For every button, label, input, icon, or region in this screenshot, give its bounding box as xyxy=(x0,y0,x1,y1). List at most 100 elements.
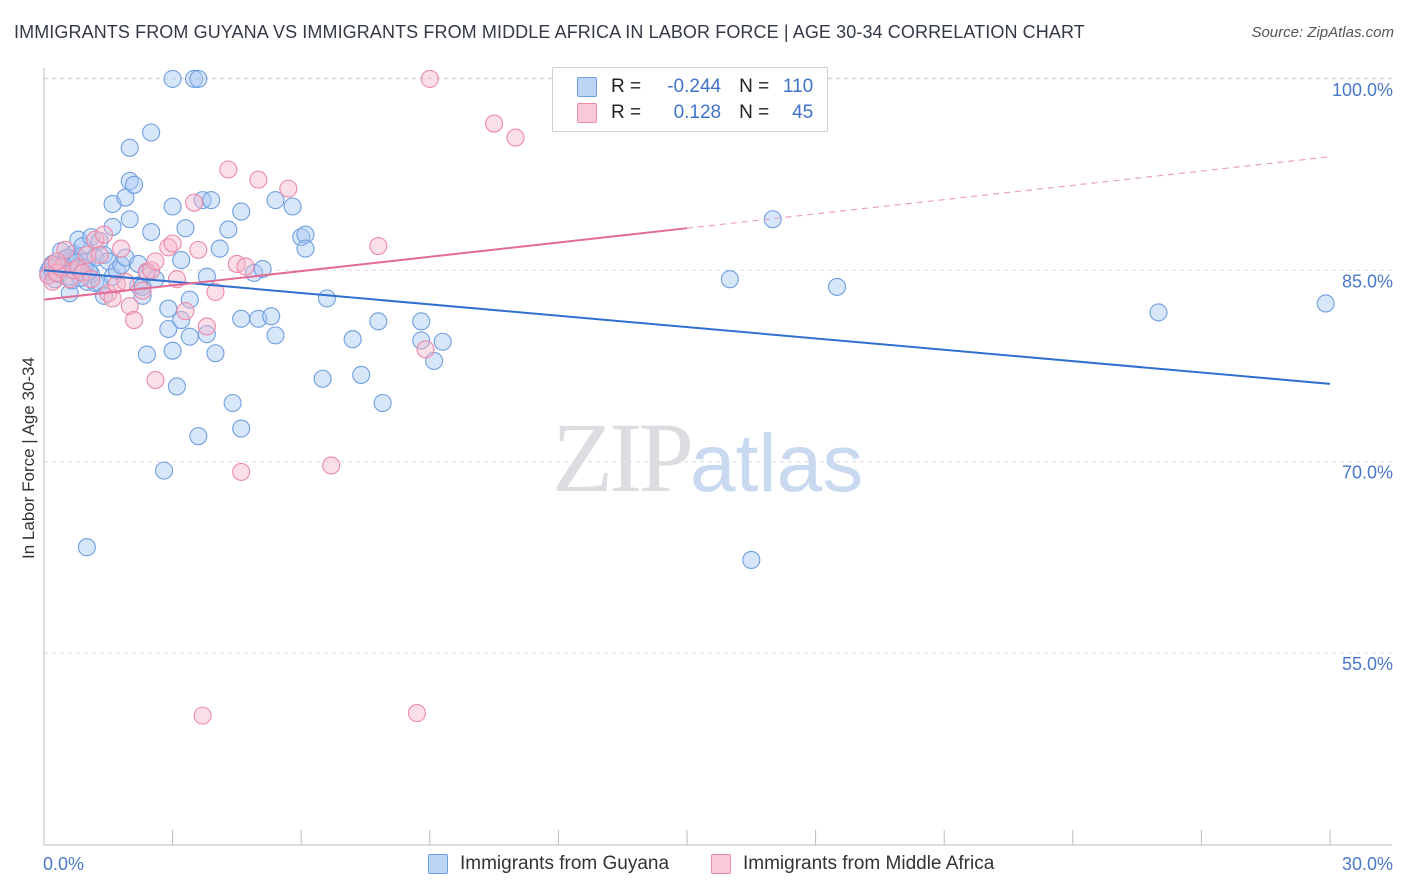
middle-africa-point xyxy=(184,193,204,212)
middle-africa-point xyxy=(146,370,165,390)
guyana-point xyxy=(1149,303,1168,322)
axes xyxy=(43,68,1392,846)
guyana-point xyxy=(412,312,431,331)
guyana-point xyxy=(116,188,135,207)
legend-swatch-middle-africa xyxy=(577,103,597,123)
chart-title: IMMIGRANTS FROM GUYANA VS IMMIGRANTS FRO… xyxy=(14,22,1085,42)
guyana-trend-line xyxy=(43,269,1331,385)
middle-africa-points xyxy=(39,69,525,725)
guyana-point xyxy=(202,191,221,210)
middle-africa-point xyxy=(369,237,388,256)
middle-africa-point xyxy=(77,245,96,265)
guyana-point xyxy=(167,377,186,396)
guyana-point xyxy=(120,138,139,157)
guyana-point xyxy=(77,538,96,557)
guyana-point xyxy=(189,69,208,88)
guyana-point xyxy=(369,312,388,331)
guyana-point xyxy=(197,325,216,344)
guyana-point xyxy=(313,369,332,388)
guyana-point xyxy=(142,123,161,142)
guyana-point xyxy=(742,550,761,570)
legend-n-value: 45 xyxy=(792,102,814,123)
guyana-point xyxy=(176,219,195,238)
middle-africa-point xyxy=(197,317,216,336)
guyana-point xyxy=(180,290,199,309)
bottom-legend-label-middle-africa: Immigrants from Middle Africa xyxy=(743,853,995,874)
y-tick-label: 70.0% xyxy=(1342,463,1393,483)
guyana-point xyxy=(154,461,174,480)
x-tick-label: 0.0% xyxy=(43,854,84,874)
middle-africa-point xyxy=(407,704,426,723)
legend-n-label: N = xyxy=(739,102,770,123)
middle-africa-point xyxy=(176,302,195,321)
guyana-point xyxy=(163,197,182,216)
bottom-legend-swatch-middle-africa xyxy=(711,854,731,874)
middle-africa-point xyxy=(163,234,182,253)
guyana-point xyxy=(827,277,847,296)
guyana-point xyxy=(262,307,281,326)
gridlines xyxy=(44,77,1392,654)
middle-africa-point xyxy=(90,245,109,265)
guyana-point xyxy=(317,289,336,308)
middle-africa-point xyxy=(112,239,131,258)
legend-swatch-guyana xyxy=(577,77,597,97)
guyana-point xyxy=(137,345,156,364)
middle-africa-point xyxy=(124,311,144,330)
middle-africa-point xyxy=(206,282,225,302)
guyana-point xyxy=(124,175,144,194)
middle-africa-point xyxy=(120,296,139,316)
legend-row-middle-africa: R = 0.128 N = 45 xyxy=(577,101,813,125)
guyana-point xyxy=(232,419,251,438)
middle-africa-trend-line xyxy=(43,227,688,301)
watermark: ZIPatlas xyxy=(552,400,863,515)
bottom-legend-swatch-guyana xyxy=(428,854,448,874)
watermark-zip: ZIP xyxy=(552,402,694,513)
guyana-point xyxy=(296,225,315,244)
guyana-point xyxy=(142,222,161,242)
guyana-point xyxy=(352,365,371,384)
middle-africa-point xyxy=(249,170,268,189)
legend-r-value: -0.244 xyxy=(667,76,722,97)
legend-n-label: N = xyxy=(739,76,770,97)
legend-row-guyana: R = -0.244 N = 110 xyxy=(577,75,813,99)
legend-r-value: 0.128 xyxy=(673,102,722,123)
guyana-point xyxy=(120,210,139,229)
y-tick-label: 85.0% xyxy=(1342,271,1393,291)
middle-africa-point xyxy=(103,289,122,308)
middle-africa-point xyxy=(133,281,152,300)
guyana-point xyxy=(433,332,452,351)
middle-africa-point xyxy=(47,252,66,271)
guyana-point xyxy=(210,239,229,258)
middle-africa-point xyxy=(420,69,439,88)
middle-africa-point xyxy=(193,706,212,725)
guyana-points xyxy=(39,69,1335,570)
y-tick-label: 55.0% xyxy=(1342,654,1393,674)
axis-labels: 55.0% 70.0% 85.0% 100.0% 0.0% 30.0% In Labor F… xyxy=(19,80,1393,874)
middle-africa-point xyxy=(94,225,114,244)
y-axis-label: In Labor Force | Age 30-34 xyxy=(19,357,38,559)
guyana-point xyxy=(180,327,199,346)
correlation-legend: R = -0.244 N = 110 R = 0.128 N = 45 xyxy=(552,67,828,132)
middle-africa-point xyxy=(236,257,255,276)
bottom-legend-guyana: Immigrants from Guyana xyxy=(428,852,669,876)
guyana-point xyxy=(172,251,191,270)
guyana-point xyxy=(219,220,238,239)
guyana-point xyxy=(296,239,315,258)
middle-africa-point xyxy=(232,462,251,481)
x-tick-label: 30.0% xyxy=(1342,854,1393,874)
bottom-legend-middle-africa: Immigrants from Middle Africa xyxy=(711,852,994,876)
middle-africa-point xyxy=(279,179,298,198)
guyana-point xyxy=(206,344,225,363)
guyana-point xyxy=(232,202,251,221)
guyana-point xyxy=(283,197,302,216)
guyana-point xyxy=(172,311,191,330)
guyana-point xyxy=(189,427,208,446)
guyana-point xyxy=(223,393,242,413)
guyana-point xyxy=(412,331,431,350)
middle-africa-point xyxy=(189,240,208,259)
guyana-point xyxy=(373,393,392,413)
y-tick-label: 100.0% xyxy=(1332,80,1393,100)
guyana-point xyxy=(163,69,182,88)
middle-africa-point xyxy=(322,456,341,475)
